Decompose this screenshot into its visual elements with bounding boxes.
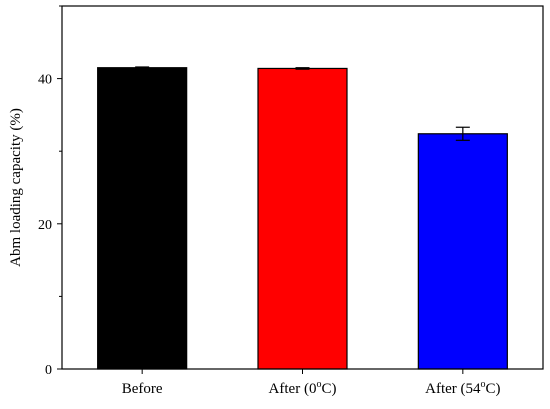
bar-1	[257, 67, 348, 370]
x-tick-label-1: After (0oC)	[269, 379, 337, 397]
bar-0	[97, 67, 188, 370]
x-tick-label-2: After (54oC)	[425, 379, 500, 397]
x-tick-label-main-0: Before	[122, 381, 163, 397]
x-axis-ticks: Before After (0oC) After (54oC)	[122, 369, 501, 397]
error-bar-2	[455, 126, 470, 141]
x-tick-label-tail-1: C)	[321, 381, 336, 397]
bars-layer	[97, 67, 508, 370]
bar-2	[417, 133, 508, 370]
y-tick-label-40: 40	[38, 73, 52, 88]
x-tick-label-0: Before	[122, 381, 163, 397]
error-bar-0	[135, 66, 150, 70]
error-bar-1	[295, 67, 310, 70]
x-tick-label-main-2: After (54	[425, 381, 481, 397]
y-tick-label-0: 0	[45, 363, 52, 378]
y-tick-label-20: 20	[38, 218, 52, 233]
x-tick-label-sup-1: o	[316, 379, 321, 390]
x-tick-label-sup-2: o	[481, 379, 486, 390]
x-tick-label-tail-2: C)	[486, 381, 501, 397]
x-tick-label-main-1: After (0	[269, 381, 317, 397]
y-axis-ticks: 0 20 40	[38, 5, 62, 378]
y-axis-title: Abm loading capacity (%)	[8, 108, 24, 267]
error-bars-layer	[135, 66, 470, 141]
